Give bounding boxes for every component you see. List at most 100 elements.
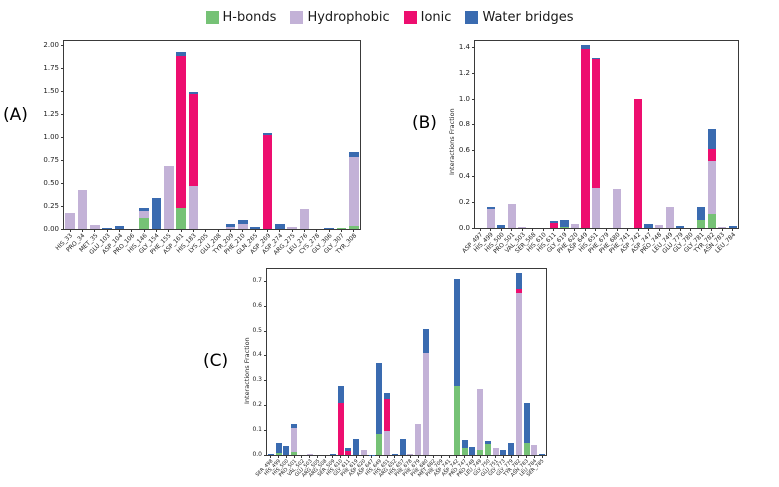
x-tick-mark — [479, 455, 481, 458]
x-tick-mark — [316, 455, 318, 458]
bar-segment-hydrophobic — [287, 226, 297, 229]
legend-label-ionic: Ionic — [420, 10, 452, 25]
stacked-bar — [77, 189, 88, 229]
bar-segment-water_bridges — [497, 224, 506, 228]
legend-item-water-bridges: Water bridges — [465, 10, 573, 25]
bar-segment-water_bridges — [353, 438, 360, 455]
bar-segment-water_bridges — [139, 207, 149, 211]
stacked-bar — [500, 449, 507, 455]
x-tick-mark — [156, 229, 157, 232]
x-tick-mark — [205, 229, 207, 232]
stacked-bar — [515, 272, 522, 455]
y-tick-label: 0.0 — [458, 223, 470, 232]
bar-segment-hydrophobic — [591, 188, 601, 228]
stacked-bar — [238, 219, 248, 229]
x-tick-mark — [479, 228, 481, 231]
stacked-bar — [484, 441, 491, 455]
x-tick-mark — [267, 229, 268, 232]
y-tick-label: 0.4 — [252, 351, 262, 359]
bar-segment-hydrophobic — [139, 210, 149, 218]
y-axis-title-b: Interactions Fraction — [448, 108, 456, 175]
stacked-bar — [345, 447, 352, 455]
x-tick-mark — [456, 455, 458, 458]
h-bonds-swatch-icon — [205, 11, 219, 24]
bar-segment-water_bridges — [523, 402, 530, 443]
stacked-bar — [718, 227, 727, 228]
x-tick-mark — [347, 455, 349, 458]
stacked-bar — [665, 206, 674, 228]
legend-item-ionic: Ionic — [403, 10, 452, 25]
y-tick-label: 1.00 — [43, 132, 59, 141]
y-tick-mark — [472, 124, 475, 126]
x-tick-mark — [94, 229, 96, 232]
bar-segment-water_bridges — [500, 449, 507, 455]
y-tick-mark — [472, 98, 475, 100]
y-tick-mark — [61, 159, 64, 161]
bar-segment-ionic — [633, 99, 643, 228]
y-tick-label: 0.1 — [252, 425, 262, 433]
chart-b-plot: 0.0 0.2 0.4 0.6 0.8 1.0 1.2 1.4 ASP_497 HIS_499 HI… — [459, 40, 739, 255]
bar-segment-ionic — [176, 55, 186, 208]
bar-segment-h_bonds — [560, 226, 569, 228]
stacked-bar — [275, 443, 282, 455]
x-tick-mark — [119, 229, 120, 232]
stacked-bar — [306, 454, 313, 455]
x-tick-mark — [526, 455, 528, 458]
x-tick-mark — [417, 455, 419, 458]
water-bridges-swatch-icon — [465, 11, 479, 24]
bar-segment-h_bonds — [336, 228, 347, 229]
x-tick-mark — [542, 228, 544, 231]
stacked-bar — [486, 207, 495, 228]
y-tick-mark — [472, 72, 475, 74]
bar-segment-water_bridges — [337, 385, 344, 403]
x-tick-mark — [309, 455, 311, 458]
bar-segment-h_bonds — [707, 213, 716, 228]
bar-segment-h_bonds — [275, 452, 282, 455]
stacked-bar — [676, 226, 685, 228]
y-axis-title-c: Interactions Fraction — [243, 337, 251, 404]
legend-item-h-bonds: H-bonds — [205, 10, 276, 25]
stacked-bar — [267, 453, 274, 455]
bar-segment-water_bridges — [238, 219, 248, 224]
bar-segment-water_bridges — [329, 454, 336, 455]
bar-segment-water_bridges — [102, 227, 112, 229]
bar-segment-hydrophobic — [486, 209, 495, 228]
bar-segment-water_bridges — [176, 52, 186, 56]
x-tick-mark — [409, 455, 411, 458]
x-tick-mark — [278, 455, 280, 458]
bar-segment-hydrophobic — [238, 223, 248, 229]
y-tick-mark — [61, 136, 64, 138]
bar-segment-h_bonds — [453, 385, 460, 455]
x-tick-mark — [106, 229, 108, 232]
x-tick-mark — [500, 228, 502, 231]
x-tick-mark — [553, 228, 555, 231]
x-tick-mark — [386, 455, 388, 458]
x-tick-mark — [487, 455, 489, 458]
bar-segment-hydrophobic — [707, 160, 716, 214]
stacked-bar — [353, 438, 360, 455]
bar-segment-h_bonds — [477, 450, 484, 455]
bar-segment-hydrophobic — [570, 224, 580, 228]
x-tick-mark — [574, 228, 576, 231]
x-tick-mark — [679, 228, 681, 231]
stacked-bar — [591, 57, 601, 228]
stacked-bar — [581, 44, 590, 228]
panel-label-b: (B) — [412, 113, 437, 133]
y-tick-mark — [61, 205, 64, 207]
y-tick-label: 0.4 — [458, 171, 470, 180]
bar-segment-ionic — [262, 134, 273, 229]
x-tick-mark — [230, 229, 231, 232]
x-tick-mark — [82, 229, 83, 232]
stacked-bar — [384, 393, 391, 455]
bar-segment-water_bridges — [225, 223, 236, 228]
bar-segment-h_bonds — [484, 443, 491, 455]
bar-segment-water_bridges — [707, 129, 716, 150]
panel-label-c: (C) — [203, 351, 229, 371]
bar-segment-ionic — [345, 451, 352, 455]
x-tick-mark — [700, 228, 702, 231]
y-tick-label: 1.4 — [458, 42, 470, 51]
chart-c-plot: 0.0 0.1 0.2 0.3 0.4 0.5 0.6 0.7 SER_498 HIS_499 HI… — [252, 268, 547, 479]
stacked-bar — [492, 448, 499, 455]
y-tick-mark — [61, 182, 64, 184]
stacked-bar — [176, 52, 186, 229]
